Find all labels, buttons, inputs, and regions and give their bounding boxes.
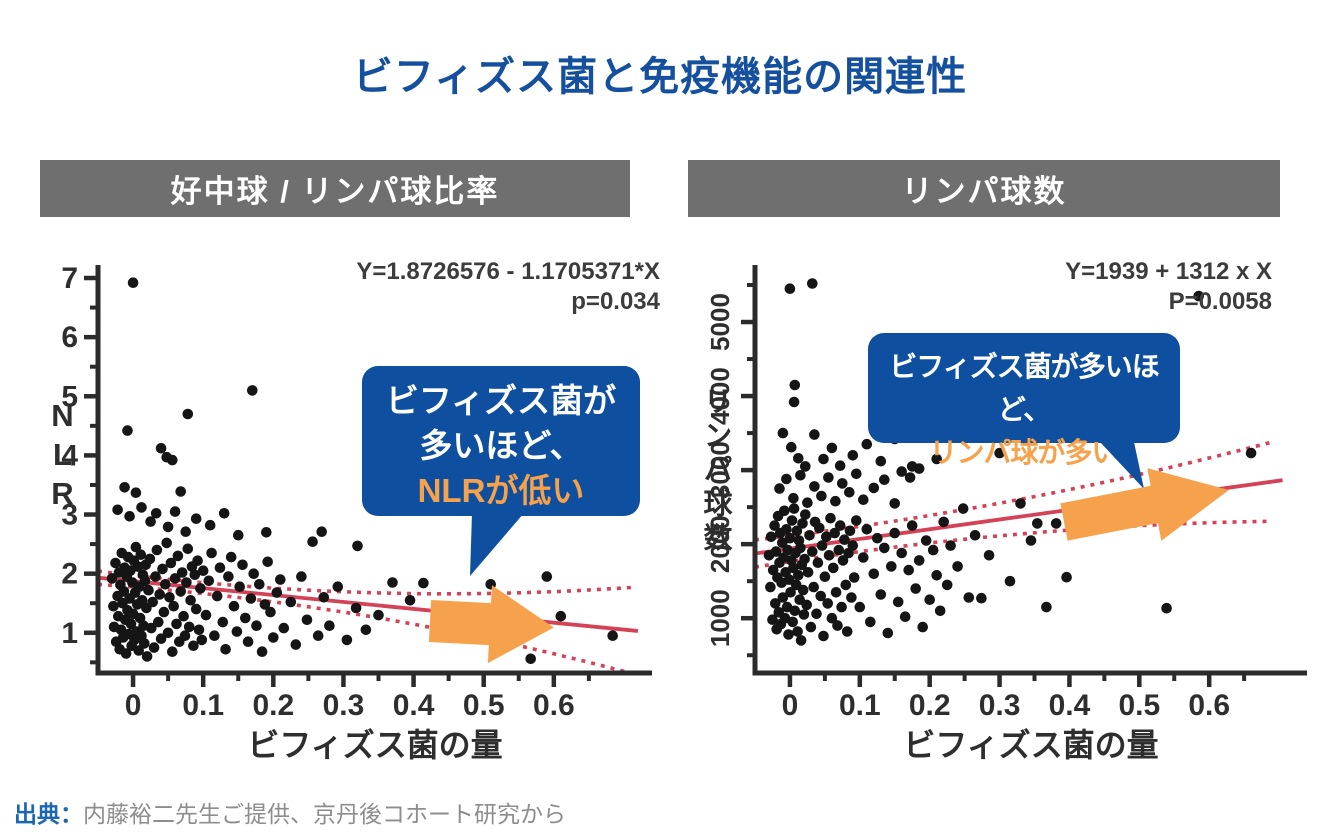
svg-text:ビフィズス菌の量: ビフィズス菌の量: [247, 727, 502, 763]
svg-text:2000: 2000: [705, 515, 735, 573]
y-axis-label-lymphocyte: リンパ球数: [699, 386, 731, 556]
trend-arrow-right-icon: [428, 585, 554, 664]
svg-text:3: 3: [61, 499, 78, 532]
regression-equation-lymphocyte: Y=1939 + 1312 x X P=0.0058: [930, 257, 1272, 317]
source-text: 内藤裕二先生ご提供、京丹後コホート研究から: [83, 801, 566, 827]
y-axis-label-nlr: NLR: [45, 398, 80, 515]
callout-text: ビフィズス菌が多いほど、: [889, 351, 1159, 425]
p-value: P=0.0058: [1168, 288, 1272, 315]
svg-text:0.2: 0.2: [252, 689, 294, 722]
scatter-chart-nlr: 0 0.1 0.2 0.3 0.4 0.5 0.6 1 2 3 4 5 6 7 ビフィズス菌の量: [61, 262, 652, 763]
svg-text:0.5: 0.5: [1118, 689, 1160, 722]
equation-line: Y=1939 + 1312 x X: [1065, 258, 1272, 285]
svg-text:5000: 5000: [705, 293, 735, 351]
callout-highlight-text: リンパ球が多い: [929, 437, 1119, 468]
svg-text:0.6: 0.6: [533, 689, 575, 722]
svg-text:0.5: 0.5: [463, 689, 505, 722]
callout-highlight-text: NLRが低い: [417, 472, 585, 509]
scatter-chart-lymphocyte: 0 0.1 0.2 0.3 0.4 0.5 0.6 1000 2000 3000 4000 5000 ビ…: [705, 265, 1307, 763]
svg-text:6: 6: [61, 321, 78, 354]
panel-header-lymphocyte: リンパ球数: [688, 160, 1280, 217]
svg-text:0: 0: [125, 689, 142, 722]
svg-text:ビフィズス菌の量: ビフィズス菌の量: [903, 727, 1158, 763]
svg-text:1000: 1000: [705, 589, 735, 647]
svg-text:1: 1: [61, 617, 78, 650]
svg-text:4000: 4000: [705, 367, 735, 425]
svg-text:0.6: 0.6: [1188, 689, 1230, 722]
callout-nlr: ビフィズス菌が 多いほど、 NLRが低い: [362, 366, 640, 516]
svg-text:2: 2: [61, 558, 78, 591]
page-title: ビフィズス菌と免疫機能の関連性: [352, 55, 968, 99]
source-label: 出典：: [14, 801, 83, 827]
svg-text:0.1: 0.1: [839, 689, 881, 722]
svg-text:4: 4: [61, 439, 78, 472]
svg-text:0.3: 0.3: [323, 689, 365, 722]
callout-tail-icon: [1100, 442, 1144, 489]
svg-text:3000: 3000: [705, 441, 735, 499]
svg-text:0.1: 0.1: [182, 689, 224, 722]
p-value: p=0.034: [571, 288, 660, 315]
callout-text: ビフィズス菌が: [385, 382, 617, 419]
svg-text:0.4: 0.4: [1049, 689, 1091, 722]
trend-arrow-up-right-icon: [1060, 468, 1229, 541]
equation-line: Y=1.8726576 - 1.1705371*X: [356, 258, 660, 285]
svg-text:7: 7: [61, 262, 78, 295]
svg-text:0.3: 0.3: [979, 689, 1021, 722]
svg-text:0: 0: [782, 689, 799, 722]
callout-lymphocyte: ビフィズス菌が多いほど、 リンパ球が多い: [868, 333, 1180, 468]
svg-text:5: 5: [61, 380, 78, 413]
regression-equation-nlr: Y=1.8726576 - 1.1705371*X p=0.034: [320, 257, 660, 317]
source-note: 出典：内藤裕二先生ご提供、京丹後コホート研究から: [14, 795, 566, 829]
svg-text:0.2: 0.2: [909, 689, 951, 722]
panel-header-nlr: 好中球 / リンパ球比率: [40, 160, 630, 217]
svg-text:0.4: 0.4: [393, 689, 435, 722]
callout-tail-icon: [470, 513, 524, 576]
callout-text: 多いほど、: [419, 427, 583, 464]
